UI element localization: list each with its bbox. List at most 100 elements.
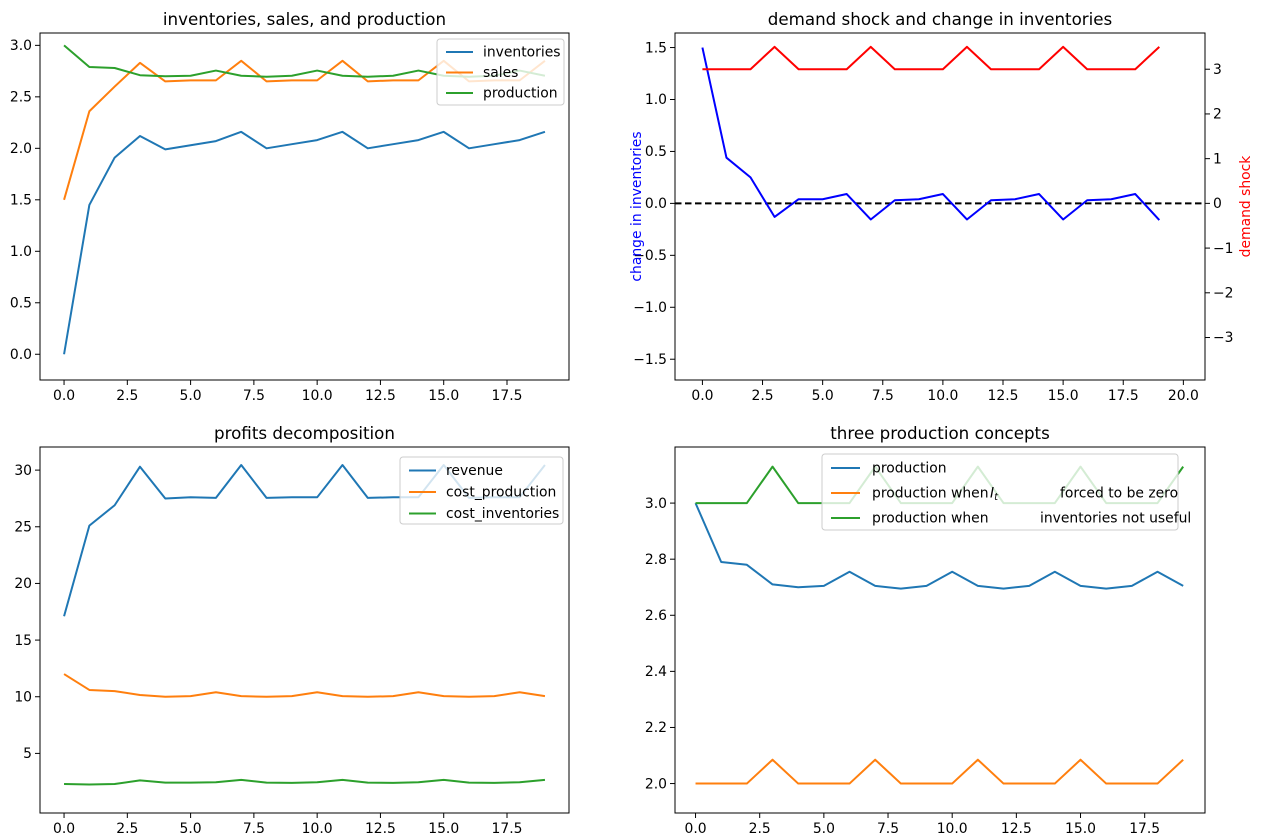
legend-box (436, 38, 565, 106)
y-tick-label: 0.0 (10, 347, 32, 363)
legend-box (821, 453, 1179, 531)
legend-entry-label: revenue (446, 463, 503, 479)
y-tick-label: 1.5 (645, 40, 667, 56)
y-tick-label: 2.0 (645, 776, 667, 792)
x-tick-label: 0.0 (53, 821, 75, 834)
x-tick-label: 12.5 (365, 388, 396, 404)
y-tick-label: 0.0 (645, 196, 667, 212)
legend-entry-label: production when (872, 511, 989, 527)
y-tick-label: 2.6 (645, 608, 667, 624)
axes-frame (39, 446, 570, 814)
legend-entry-label: sales (483, 65, 518, 81)
y-tick-label: −1.5 (633, 352, 667, 368)
series-line-production (694, 502, 1184, 590)
chart-inventories-sales-production: inventories, sales, and production 0.0 2.5… (10, 9, 570, 404)
y-tick-label: 10 (14, 689, 32, 705)
x-tick-label: 15.0 (428, 388, 459, 404)
y-right-tick-label: −3 (1213, 330, 1233, 346)
y-tick-label: 2.0 (10, 141, 32, 157)
axes-frame (39, 32, 570, 381)
x-tick-label: 17.5 (492, 388, 523, 404)
series-line-cost-inventories (64, 778, 546, 786)
chart-demand-shock-and-change-in-inventories: demand shock and change in inventories 0.… (629, 9, 1254, 404)
x-tick-label: 7.5 (243, 388, 265, 404)
y-axis-label-left: change in inventories (629, 131, 645, 281)
y-tick-label: 2.2 (645, 720, 667, 736)
axes-frame (674, 32, 1206, 381)
x-tick-label: 7.5 (243, 821, 265, 834)
legend: inventories sales production (436, 38, 565, 106)
chart-profits-decomposition: profits decomposition 0.0 2.5 5.0 7.5 10.0 12.… (14, 423, 570, 834)
x-tick-label: 7.5 (872, 388, 894, 404)
legend-entry-label: inventories (483, 45, 561, 61)
series-line-inventories (63, 130, 546, 355)
y-tick-label: 5 (23, 746, 32, 762)
x-tick-label: 5.0 (180, 388, 202, 404)
chart-title: three production concepts (830, 423, 1050, 443)
x-tick-label: 17.5 (1129, 821, 1160, 834)
legend-box (399, 456, 564, 525)
x-tick-label: 0.0 (53, 388, 75, 404)
series-line-change-in-inventories (701, 47, 1161, 221)
x-tick-label: 15.0 (1048, 388, 1079, 404)
legend-entry-label: production (483, 86, 558, 102)
series-line-production-when-it-forced-to-be-zero (695, 758, 1184, 785)
legend-entry-label: inventories not useful (1040, 511, 1191, 527)
x-tick-label: 12.5 (988, 388, 1019, 404)
y-tick-label: 3.0 (10, 38, 32, 54)
chart-title: profits decomposition (214, 423, 395, 443)
x-tick-label: 15.0 (428, 821, 459, 834)
legend-entry-label: cost_production (446, 485, 556, 501)
legend: revenue cost_production cost_inventories (399, 456, 564, 525)
y-right-tick-label: 0 (1213, 196, 1222, 212)
x-tick-label: 10.0 (927, 388, 958, 404)
y-right-tick-label: −1 (1213, 241, 1233, 257)
y-tick-label: 1.5 (10, 193, 32, 209)
y-tick-label: −1.0 (633, 300, 667, 316)
x-tick-label: 12.5 (1001, 821, 1032, 834)
x-tick-label: 5.0 (813, 821, 835, 834)
x-tick-label: 7.5 (877, 821, 899, 834)
y-tick-label: 0.5 (10, 296, 32, 312)
y-tick-label: −0.5 (633, 248, 667, 264)
x-tick-label: 2.5 (116, 821, 138, 834)
y-tick-label: 3.0 (645, 496, 667, 512)
y-right-tick-label: −2 (1213, 286, 1233, 302)
y-right-tick-label: 1 (1213, 151, 1222, 167)
x-tick-label: 2.5 (749, 821, 771, 834)
y-tick-label: 20 (14, 576, 32, 592)
x-tick-label: 5.0 (180, 821, 202, 834)
chart-title: demand shock and change in inventories (768, 9, 1113, 29)
chart-title: inventories, sales, and production (163, 9, 446, 29)
legend: production production when It forced to be… (821, 453, 1191, 531)
y-tick-label: 1.0 (10, 244, 32, 260)
x-tick-label: 17.5 (1108, 388, 1139, 404)
y-tick-label: 30 (14, 463, 32, 479)
x-tick-label: 10.0 (302, 821, 333, 834)
legend-entry-label: production when (872, 486, 989, 502)
x-tick-label: 15.0 (1065, 821, 1096, 834)
legend-entry-label: cost_inventories (446, 506, 559, 522)
x-tick-label: 2.5 (751, 388, 773, 404)
x-tick-label: 20.0 (1168, 388, 1199, 404)
y-right-tick-label: 2 (1213, 107, 1222, 123)
y-tick-label: 2.4 (645, 664, 667, 680)
x-tick-label: 17.5 (492, 821, 523, 834)
y-tick-label: 2.5 (10, 90, 32, 106)
y-axis-label-right: demand shock (1238, 156, 1254, 258)
x-tick-label: 0.0 (691, 388, 713, 404)
x-tick-label: 5.0 (812, 388, 834, 404)
y-tick-label: 0.5 (645, 144, 667, 160)
legend-entry-label: production (872, 461, 947, 477)
legend-math-label: It (990, 486, 999, 504)
axes-frame (674, 446, 1206, 814)
y-right-tick-label: 3 (1213, 62, 1222, 78)
y-tick-label: 15 (14, 633, 32, 649)
x-tick-label: 10.0 (937, 821, 968, 834)
x-tick-label: 2.5 (116, 388, 138, 404)
series-line-demand-shock (702, 45, 1160, 71)
y-tick-label: 2.8 (645, 552, 667, 568)
legend-entry-label: forced to be zero (1060, 486, 1178, 502)
